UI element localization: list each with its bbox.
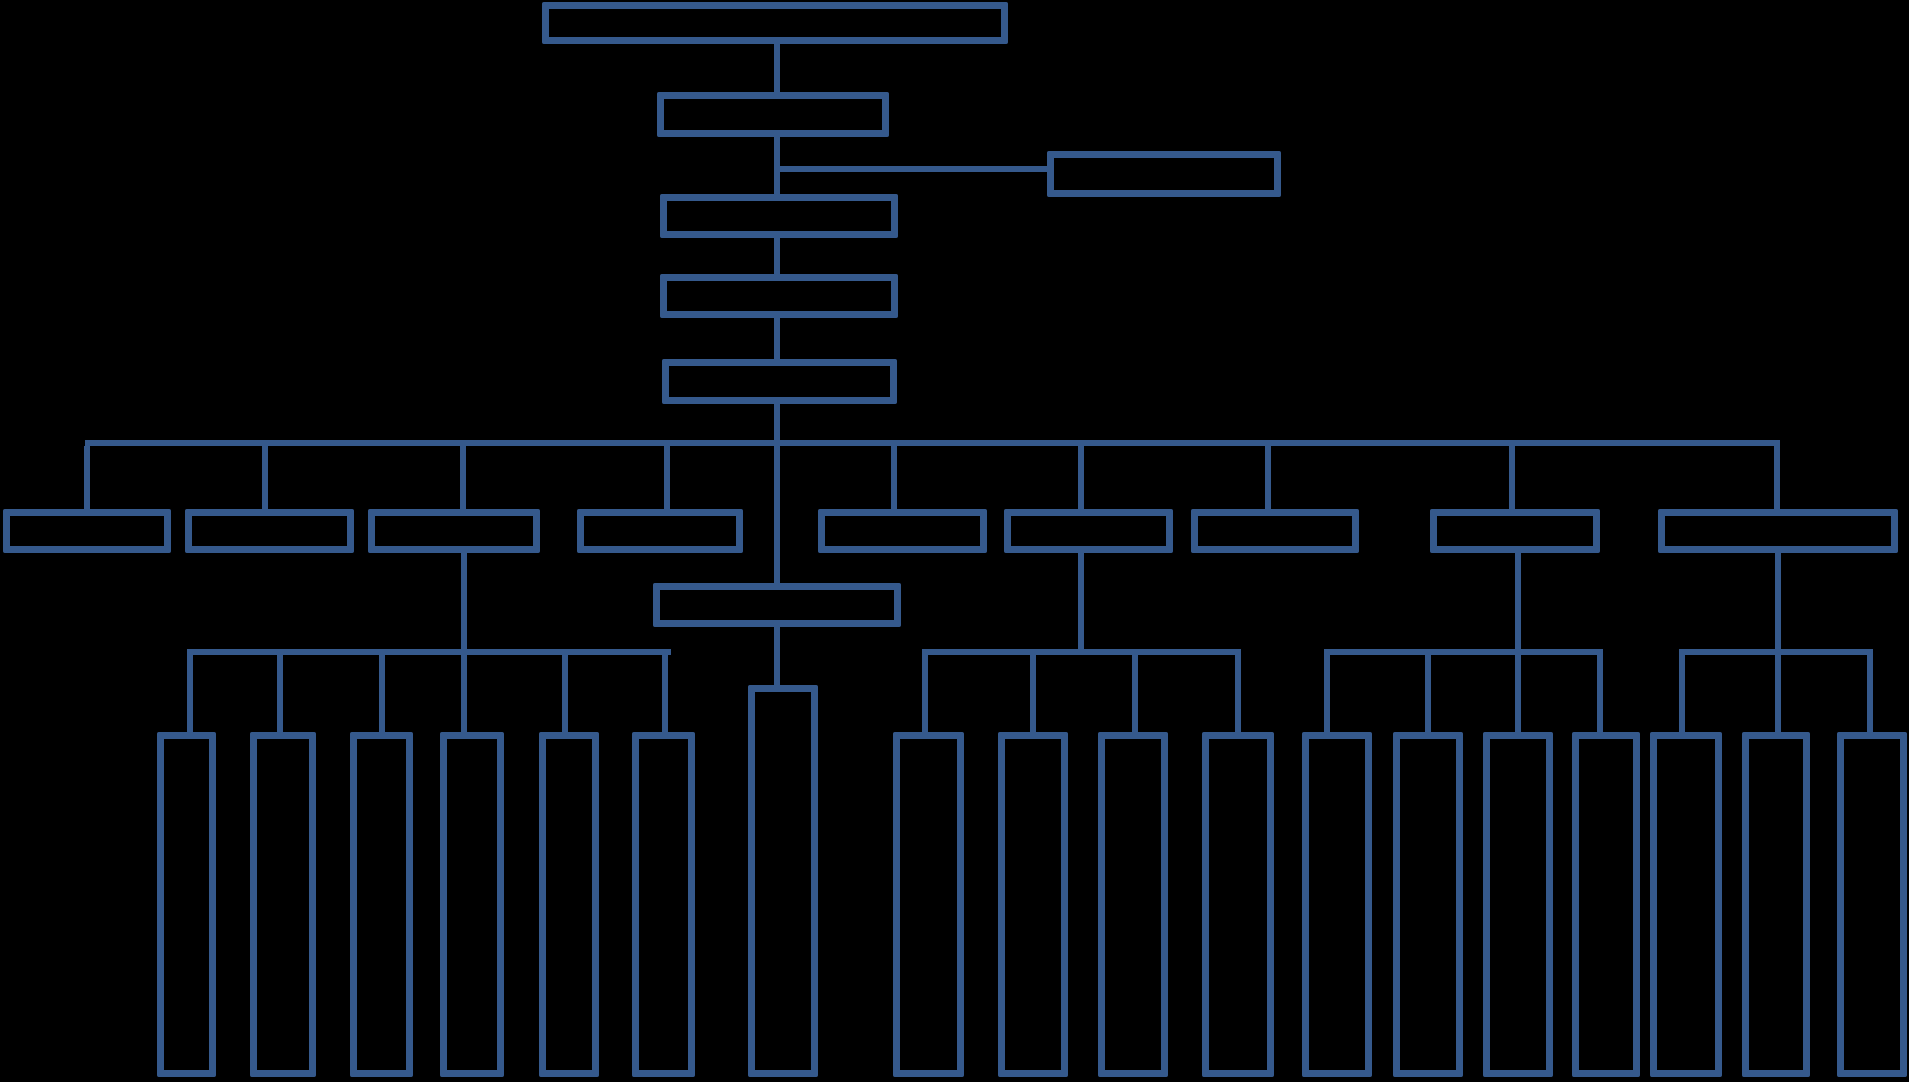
row-box-3: [368, 509, 540, 553]
group4-box-3: [1837, 732, 1907, 1077]
group1-box-5: [539, 732, 599, 1077]
row-box-5: [818, 509, 987, 553]
row-box-9: [1658, 509, 1898, 553]
center-box-v-connector-line: [774, 625, 780, 687]
row8-to-group3-v-connector-line: [1515, 552, 1521, 736]
chain-v-1-connector-line: [774, 43, 780, 95]
group4-drop-1-connector-line: [1679, 655, 1685, 735]
drop-row-2-connector-line: [262, 446, 268, 512]
row-box-1: [3, 509, 171, 553]
group4-subline-connector-line: [1679, 649, 1873, 655]
row-box-6: [1004, 509, 1173, 553]
chain-box-5: [662, 359, 897, 404]
drop-row-7-connector-line: [1265, 446, 1271, 512]
chain-v-3-connector-line: [774, 237, 780, 277]
group2-box-1: [893, 732, 964, 1077]
drop-row-1-connector-line: [84, 446, 90, 512]
row9-to-group4-v-connector-line: [1775, 552, 1781, 736]
distribution-line-connector-line: [85, 440, 1780, 446]
group3-box-4: [1572, 732, 1640, 1077]
group2-box-4: [1202, 732, 1274, 1077]
group1-drop-3-connector-line: [379, 655, 385, 735]
chain-v-5-connector-line: [774, 403, 780, 586]
drop-row-3-connector-line: [460, 446, 466, 512]
drop-row-9-connector-line: [1774, 446, 1780, 512]
chain-box-4: [660, 274, 898, 318]
center-box: [653, 583, 901, 627]
group2-drop-1-connector-line: [922, 655, 928, 735]
group4-drop-3-connector-line: [1867, 655, 1873, 735]
row-box-4: [577, 509, 743, 553]
group1-box-6: [632, 732, 695, 1077]
center-tall-box: [748, 685, 818, 1077]
chain-box-2: [657, 92, 889, 137]
drop-row-5-connector-line: [891, 446, 897, 512]
group1-box-2: [250, 732, 316, 1077]
group1-subline-connector-line: [187, 649, 671, 655]
chain-v-4-connector-line: [774, 317, 780, 362]
side-box: [1047, 151, 1281, 197]
group2-drop-2-connector-line: [1030, 655, 1036, 735]
side-box-connector-connector-line: [780, 166, 1050, 172]
row3-to-group1-v-connector-line: [461, 552, 467, 736]
group3-drop-1-connector-line: [1324, 655, 1330, 735]
group2-box-2: [998, 732, 1068, 1077]
group4-box-1: [1650, 732, 1722, 1077]
chain-box-1: [542, 2, 1008, 44]
group1-box-1: [157, 732, 216, 1077]
drop-row-6-connector-line: [1078, 446, 1084, 512]
group1-drop-5-connector-line: [562, 655, 568, 735]
drop-row-4-connector-line: [664, 446, 670, 512]
group4-box-2: [1742, 732, 1810, 1077]
row-box-7: [1191, 509, 1359, 553]
group2-drop-3-connector-line: [1132, 655, 1138, 735]
group2-box-3: [1098, 732, 1168, 1077]
drop-row-8-connector-line: [1509, 446, 1515, 512]
group3-box-1: [1302, 732, 1372, 1077]
group1-drop-1-connector-line: [187, 655, 193, 735]
group1-box-3: [350, 732, 413, 1077]
group3-drop-4-connector-line: [1597, 655, 1603, 735]
group1-drop-2-connector-line: [277, 655, 283, 735]
group3-box-2: [1393, 732, 1463, 1077]
row-box-2: [185, 509, 354, 553]
group3-box-3: [1483, 732, 1553, 1077]
group1-box-4: [440, 732, 504, 1077]
group1-drop-6-connector-line: [662, 655, 668, 735]
row-box-8: [1430, 509, 1600, 553]
group2-subline-connector-line: [922, 649, 1241, 655]
group2-drop-4-connector-line: [1235, 655, 1241, 735]
row6-to-group2-v-connector-line: [1078, 552, 1084, 652]
chain-v-2-connector-line: [774, 136, 780, 197]
chain-box-3: [660, 194, 898, 238]
group3-drop-2-connector-line: [1425, 655, 1431, 735]
group3-subline-connector-line: [1324, 649, 1603, 655]
